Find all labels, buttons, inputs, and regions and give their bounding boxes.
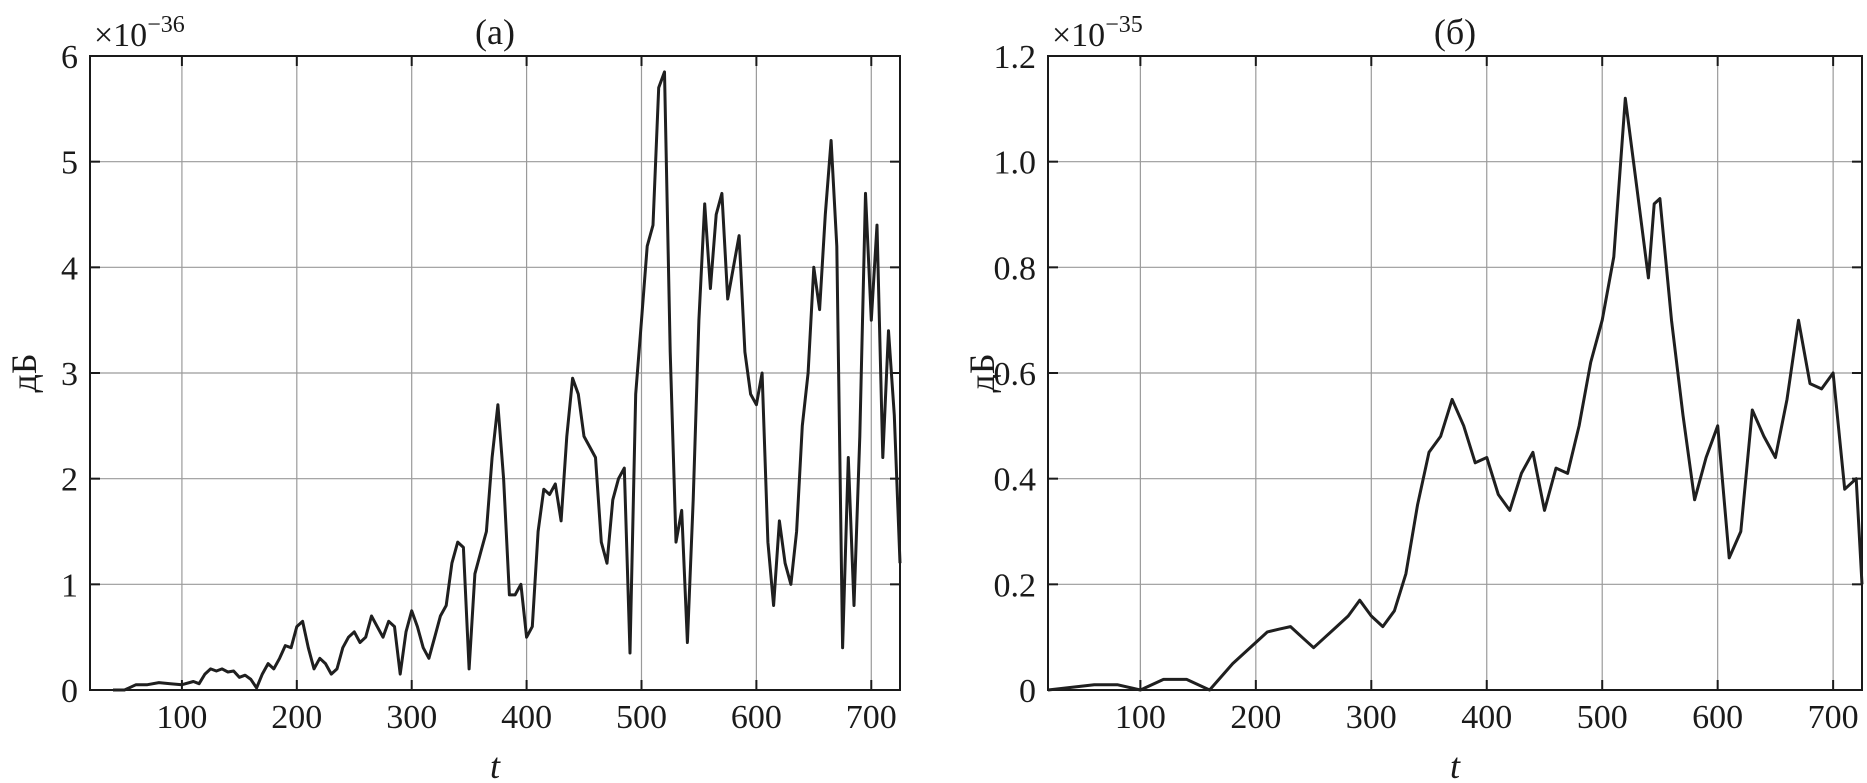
x-tick-label: 300 — [386, 699, 437, 736]
y-multiplier-label: ×10−35 — [1052, 12, 1143, 54]
x-tick-label: 200 — [271, 699, 322, 736]
x-tick-label: 500 — [616, 699, 667, 736]
x-tick-label: 700 — [1808, 699, 1859, 736]
y-multiplier-label: ×10−36 — [94, 12, 185, 54]
chart-panel-1: 100 200 300 400 500 600 700 0 0.2 0.4 0.6 0.8 1.0 1.2… — [962, 12, 1864, 783]
y-tick-label: 1.0 — [994, 145, 1037, 182]
y-tick-label: 0.8 — [994, 250, 1037, 287]
x-tick-label: 600 — [731, 699, 782, 736]
y-multiplier-base: ×10 — [94, 17, 147, 54]
chart-title: (a) — [475, 12, 515, 52]
x-tick-label: 500 — [1577, 699, 1628, 736]
y-tick-label: 0.6 — [994, 356, 1037, 393]
x-tick-label: 300 — [1346, 699, 1397, 736]
x-axis-label: t — [490, 746, 501, 783]
x-tick-label: 400 — [1461, 699, 1512, 736]
x-tick-label: 100 — [1115, 699, 1166, 736]
x-tick-label: 200 — [1230, 699, 1281, 736]
y-tick-label: 1 — [61, 567, 78, 604]
x-axis-label: t — [1450, 746, 1461, 783]
x-tick-label: 100 — [156, 699, 207, 736]
chart-panel-0: 100 200 300 400 500 600 700 0 1 2 3 4 5 6 ×10−36 (a) t дБ — [4, 12, 902, 783]
y-tick-label: 4 — [61, 250, 78, 287]
y-axis-label: дБ — [4, 354, 44, 393]
y-tick-label: 0 — [61, 673, 78, 710]
y-multiplier-exponent: −35 — [1105, 12, 1143, 38]
y-tick-label: 6 — [61, 39, 78, 76]
x-tick-label: 400 — [501, 699, 552, 736]
y-multiplier-exponent: −36 — [147, 12, 185, 38]
y-tick-label: 5 — [61, 145, 78, 182]
y-tick-label: 0.2 — [994, 567, 1037, 604]
y-axis-label: дБ — [962, 354, 1002, 393]
y-tick-label: 0.4 — [994, 462, 1037, 499]
y-tick-label: 3 — [61, 356, 78, 393]
y-tick-label: 0 — [1019, 673, 1036, 710]
y-multiplier-base: ×10 — [1052, 17, 1105, 54]
series-line-0 — [1047, 96, 1864, 692]
chart-title: (б) — [1434, 12, 1476, 52]
x-tick-label: 700 — [846, 699, 897, 736]
y-tick-label: 1.2 — [994, 39, 1037, 76]
x-tick-label: 600 — [1692, 699, 1743, 736]
series-line-0 — [113, 70, 902, 692]
y-tick-label: 2 — [61, 462, 78, 499]
